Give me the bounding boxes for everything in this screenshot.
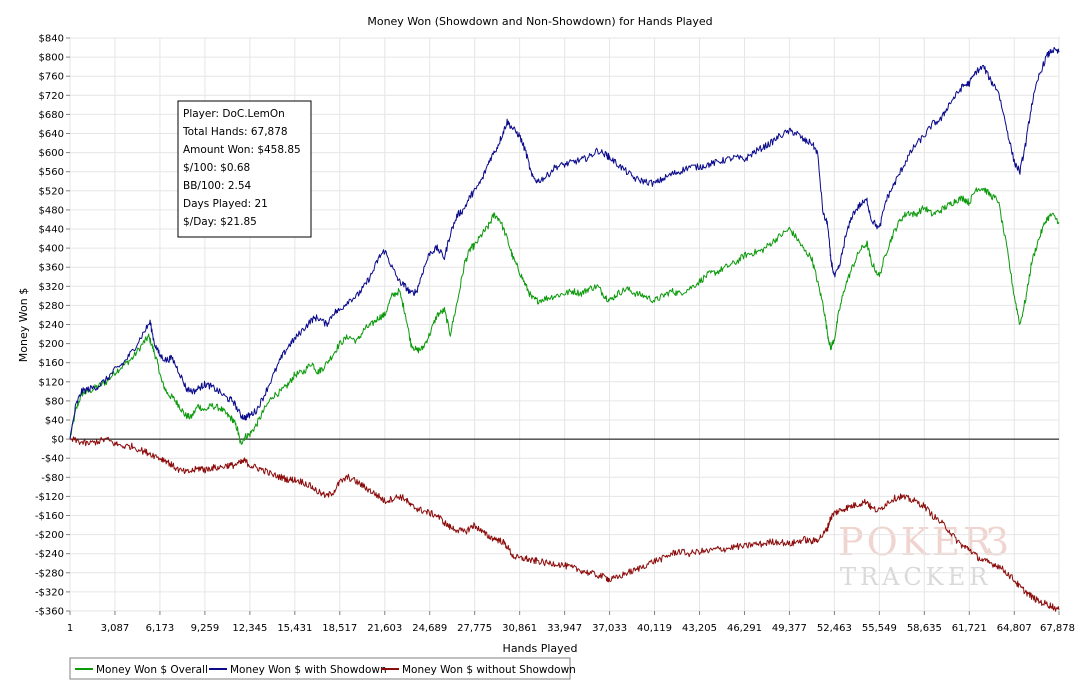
x-tick-label: 1 [67, 623, 73, 634]
x-tick-label: 6,173 [146, 623, 175, 634]
y-axis-ticks: -$360 -$320 -$280 -$240 -$200 -$160 -$120 -$80 -… [35, 34, 70, 618]
x-tick-label: 9,259 [191, 623, 220, 634]
y-tick-label: $440 [39, 225, 64, 236]
stats-bb-per-100: BB/100: 2.54 [183, 180, 252, 192]
series-line-non-showdown [70, 436, 1060, 612]
y-tick-label: $400 [39, 244, 64, 255]
stats-total-hands: Total Hands: 67,878 [182, 126, 288, 138]
x-tick-label: 21,603 [367, 623, 402, 634]
stats-box-frame [177, 100, 312, 238]
legend-label-showdown: Money Won $ with Showdown [230, 664, 387, 676]
y-tick-label: $800 [39, 53, 64, 64]
y-tick-label: -$160 [35, 511, 64, 522]
y-tick-label: $680 [39, 110, 64, 121]
stats-player: Player: DoC.LemOn [183, 108, 285, 120]
y-tick-label: -$120 [35, 492, 64, 503]
y-tick-label: $120 [39, 377, 64, 388]
x-tick-label: 18,517 [322, 623, 357, 634]
x-tick-label: 52,463 [817, 623, 852, 634]
y-tick-label: $280 [39, 301, 64, 312]
y-tick-label: -$200 [35, 530, 64, 541]
series-line-overall [69, 187, 1060, 445]
x-tick-label: 49,377 [772, 623, 807, 634]
x-tick-label: 12,345 [232, 623, 267, 634]
y-axis-label: Money Won $ [17, 288, 30, 362]
x-tick-label: 15,431 [277, 623, 312, 634]
legend-label-overall: Money Won $ Overall [96, 664, 208, 676]
y-tick-label: -$80 [41, 473, 64, 484]
y-tick-label: $80 [45, 396, 64, 407]
stats-amount-won: Amount Won: $458.85 [183, 144, 301, 156]
x-tick-label: 67,878 [1040, 623, 1075, 634]
y-tick-label: $640 [39, 129, 64, 140]
x-axis-label: Hands Played [503, 642, 578, 655]
y-tick-label: $0 [51, 435, 64, 446]
stats-dollars-per-100: $/100: $0.68 [183, 162, 250, 174]
y-tick-label: $360 [39, 263, 64, 274]
x-tick-label: 30,861 [502, 623, 537, 634]
x-tick-label: 43,205 [682, 623, 717, 634]
chart-title: Money Won (Showdown and Non-Showdown) fo… [367, 15, 712, 28]
watermark-tracker-text: TRACKER [840, 563, 991, 591]
y-tick-label: $200 [39, 339, 64, 350]
series-line-showdown [69, 46, 1060, 440]
y-tick-label: -$40 [41, 454, 64, 465]
legend: Money Won $ Overall Money Won $ with Sho… [69, 657, 576, 680]
x-tick-label: 55,549 [862, 623, 897, 634]
y-tick-label: $160 [39, 358, 64, 369]
x-tick-label: 40,119 [637, 623, 672, 634]
x-tick-label: 3,087 [101, 623, 130, 634]
y-tick-label: -$280 [35, 568, 64, 579]
y-tick-label: $840 [39, 34, 64, 45]
series-lines [69, 46, 1060, 612]
legend-frame [69, 657, 571, 680]
y-tick-label: $40 [45, 416, 64, 427]
x-tick-label: 61,721 [952, 623, 987, 634]
stats-days-played: Days Played: 21 [183, 198, 268, 210]
y-tick-label: $520 [39, 186, 64, 197]
x-tick-label: 37,033 [592, 623, 627, 634]
x-tick-label: 24,689 [412, 623, 447, 634]
x-tick-label: 27,775 [457, 623, 492, 634]
x-tick-label: 46,291 [727, 623, 762, 634]
x-tick-label: 33,947 [547, 623, 582, 634]
y-tick-label: $560 [39, 167, 64, 178]
stats-dollars-per-day: $/Day: $21.85 [183, 216, 257, 228]
watermark-mark-text: 3 [985, 520, 1012, 564]
y-tick-label: -$320 [35, 587, 64, 598]
y-tick-label: -$360 [35, 607, 64, 618]
poker-tracker-watermark: POKER 3 TRACKER [838, 520, 1012, 591]
y-tick-label: $320 [39, 282, 64, 293]
player-stats-box: Player: DoC.LemOn Total Hands: 67,878 Am… [177, 100, 312, 238]
y-tick-label: $480 [39, 205, 64, 216]
y-tick-label: -$240 [35, 549, 64, 560]
watermark-poker-text: POKER [838, 520, 994, 564]
y-tick-label: $240 [39, 320, 64, 331]
y-tick-label: $600 [39, 148, 64, 159]
y-tick-label: $720 [39, 91, 64, 102]
y-tick-label: $760 [39, 72, 64, 83]
legend-label-non-showdown: Money Won $ without Showdown [402, 664, 576, 676]
x-tick-label: 64,807 [997, 623, 1032, 634]
x-axis-ticks: 1 3,087 6,173 9,259 12,345 15,431 18,517 21,603… [67, 611, 1075, 634]
x-tick-label: 58,635 [907, 623, 942, 634]
